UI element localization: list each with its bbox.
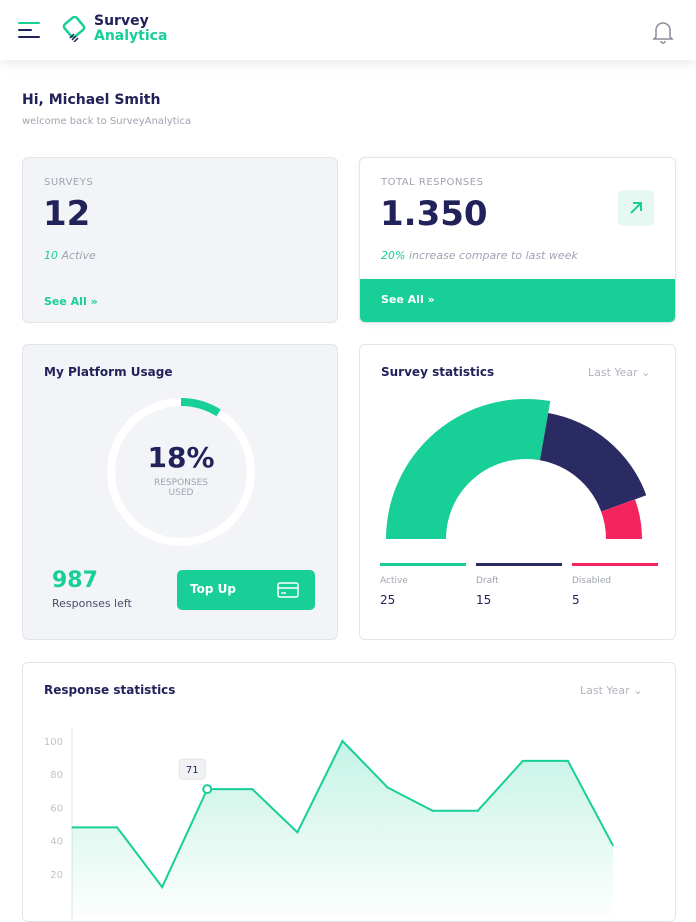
responses-label: TOTAL RESPONSES bbox=[381, 177, 483, 188]
surveys-card: SURVEYS 12 10 Active See All » bbox=[22, 157, 338, 323]
chevrons-right-icon: » bbox=[91, 295, 98, 308]
y-tick-label: 60 bbox=[50, 803, 63, 814]
y-tick-label: 20 bbox=[50, 870, 63, 881]
responses-see-all-button[interactable]: See All » bbox=[360, 279, 675, 322]
brand-name-2: Analytica bbox=[94, 29, 167, 44]
responses-count: 1.350 bbox=[380, 194, 488, 234]
chevrons-right-icon: » bbox=[428, 293, 435, 306]
surveys-see-all-link[interactable]: See All » bbox=[44, 295, 98, 308]
responses-left-label: Responses left bbox=[52, 597, 132, 610]
y-tick-label: 100 bbox=[44, 737, 63, 748]
y-tick-label: 40 bbox=[50, 837, 63, 848]
y-tick-label: 80 bbox=[50, 770, 63, 781]
gauge-segment-draft bbox=[540, 413, 646, 512]
period-dropdown[interactable]: Last Year ⌄ bbox=[588, 366, 650, 379]
usage-label: RESPONSES bbox=[106, 478, 256, 488]
hamburger-menu-icon[interactable] bbox=[18, 22, 40, 43]
survey-stats-title: Survey statistics bbox=[381, 365, 494, 379]
credit-card-icon bbox=[277, 582, 299, 598]
logo-icon bbox=[60, 16, 90, 42]
top-up-button[interactable]: Top Up bbox=[177, 570, 315, 610]
tooltip-value: 71 bbox=[186, 765, 199, 776]
bell-icon[interactable] bbox=[652, 20, 674, 44]
greeting-subtitle: welcome back to SurveyAnalytica bbox=[22, 116, 191, 127]
greeting-title: Hi, Michael Smith bbox=[22, 92, 160, 108]
platform-usage-card: My Platform Usage 18% RESPONSES USED 987… bbox=[22, 344, 338, 640]
responses-left-value: 987 bbox=[52, 568, 98, 593]
area-fill bbox=[72, 741, 613, 922]
usage-title: My Platform Usage bbox=[44, 365, 172, 379]
surveys-label: SURVEYS bbox=[44, 177, 93, 188]
increase-note: 20% increase compare to last week bbox=[381, 249, 578, 262]
response-chart: 100 80 60 40 20 71 bbox=[22, 662, 676, 922]
brand-name: Survey bbox=[94, 14, 167, 29]
survey-gauge bbox=[360, 385, 676, 545]
trend-up-icon bbox=[618, 190, 654, 226]
gauge-segment-active bbox=[386, 399, 550, 539]
surveys-count: 12 bbox=[43, 194, 90, 234]
usage-label-2: USED bbox=[106, 488, 256, 498]
data-point[interactable] bbox=[203, 785, 211, 793]
active-note: 10 Active bbox=[44, 249, 96, 262]
usage-percent: 18% bbox=[106, 441, 256, 474]
total-responses-card: TOTAL RESPONSES 1.350 20% increase compa… bbox=[359, 157, 676, 323]
